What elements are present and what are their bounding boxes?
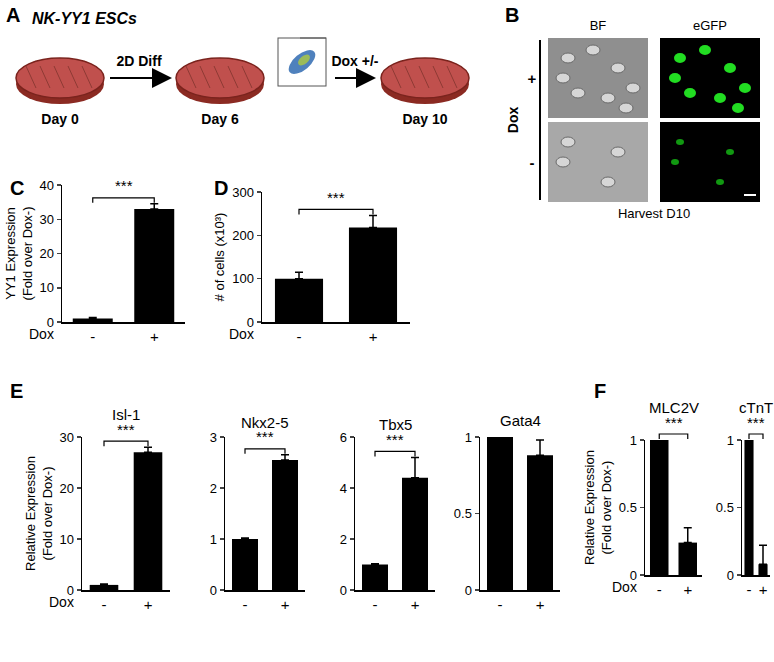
svg-text:-: - [297,328,302,345]
svg-text:40: 40 [39,178,53,193]
svg-text:30: 30 [39,212,53,227]
svg-text:D: D [214,177,228,199]
svg-text:0.5: 0.5 [454,506,472,521]
svg-text:***: *** [117,421,135,438]
svg-text:+: + [144,596,153,613]
svg-text:Dox: Dox [229,326,254,342]
svg-text:***: *** [665,414,683,431]
svg-text:Dox: Dox [505,107,521,134]
svg-text:0.5: 0.5 [619,500,637,515]
svg-text:+: + [369,328,378,345]
svg-text:YY1 Expression(Fold over Dox-): YY1 Expression(Fold over Dox-) [3,207,35,301]
svg-text:1: 1 [210,532,217,547]
svg-text:F: F [594,380,606,402]
svg-text:+: + [528,70,537,87]
svg-text:***: *** [256,428,274,445]
svg-text:0: 0 [465,583,472,598]
svg-text:0: 0 [247,315,254,330]
svg-text:1: 1 [465,430,472,445]
svg-text:0: 0 [67,583,74,598]
svg-text:***: *** [327,189,345,206]
svg-text:-: - [243,596,248,613]
svg-text:Dox: Dox [612,579,637,595]
svg-text:20: 20 [39,246,53,261]
svg-text:1: 1 [630,433,637,448]
svg-text:6: 6 [340,430,347,445]
svg-text:3: 3 [210,430,217,445]
svg-text:***: *** [747,414,765,431]
svg-text:***: *** [115,177,133,194]
svg-text:-: - [657,581,662,598]
svg-text:+: + [683,581,692,598]
svg-text:+: + [759,581,768,598]
svg-text:cTnT: cTnT [739,399,773,416]
svg-text:E: E [10,380,23,402]
svg-text:1: 1 [727,433,734,448]
svg-text:100: 100 [232,271,254,286]
svg-text:# of cells (x10³): # of cells (x10³) [212,213,227,302]
svg-text:***: *** [386,431,404,448]
svg-text:-: - [373,596,378,613]
svg-text:2: 2 [340,532,347,547]
svg-text:Dox +/-: Dox +/- [331,53,378,69]
svg-text:Gata4: Gata4 [500,412,541,429]
svg-text:-: - [90,328,95,345]
svg-text:Isl-1: Isl-1 [112,406,140,423]
svg-text:Day 6: Day 6 [201,111,239,127]
svg-text:4: 4 [340,481,347,496]
svg-text:-: - [498,596,503,613]
svg-text:C: C [10,177,24,199]
svg-text:Harvest D10: Harvest D10 [618,206,690,221]
svg-text:Day 0: Day 0 [41,111,79,127]
svg-text:+: + [411,596,420,613]
svg-text:0: 0 [630,568,637,583]
svg-text:-: - [530,154,535,171]
svg-text:10: 10 [39,280,53,295]
svg-text:BF: BF [590,18,607,33]
svg-text:+: + [536,596,545,613]
svg-text:B: B [505,4,519,26]
svg-text:NK-YY1 ESCs: NK-YY1 ESCs [32,10,137,27]
svg-text:Dox: Dox [29,326,54,342]
svg-text:+: + [281,596,290,613]
svg-text:20: 20 [59,481,73,496]
svg-text:MLC2V: MLC2V [649,399,699,416]
svg-text:200: 200 [232,228,254,243]
svg-text:eGFP: eGFP [693,18,727,33]
svg-text:300: 300 [232,185,254,200]
svg-text:+: + [150,328,159,345]
svg-text:0.5: 0.5 [716,500,734,515]
svg-text:-: - [747,581,752,598]
svg-text:Nkx2-5: Nkx2-5 [241,414,289,431]
svg-text:10: 10 [59,532,73,547]
svg-text:0: 0 [210,583,217,598]
svg-text:0: 0 [47,315,54,330]
svg-text:Tbx5: Tbx5 [379,416,412,433]
svg-text:30: 30 [59,430,73,445]
svg-text:A: A [6,4,20,26]
svg-text:2D Diff: 2D Diff [116,53,161,69]
svg-text:2: 2 [210,481,217,496]
svg-text:Relative Expression(Fold over: Relative Expression(Fold over Dox-) [582,450,614,565]
svg-text:0: 0 [727,568,734,583]
svg-text:Day 10: Day 10 [402,111,447,127]
svg-text:Relative Expression(Fold over: Relative Expression(Fold over Dox-) [23,456,55,571]
svg-text:-: - [102,596,107,613]
svg-text:Dox: Dox [49,594,74,610]
svg-text:0: 0 [340,583,347,598]
